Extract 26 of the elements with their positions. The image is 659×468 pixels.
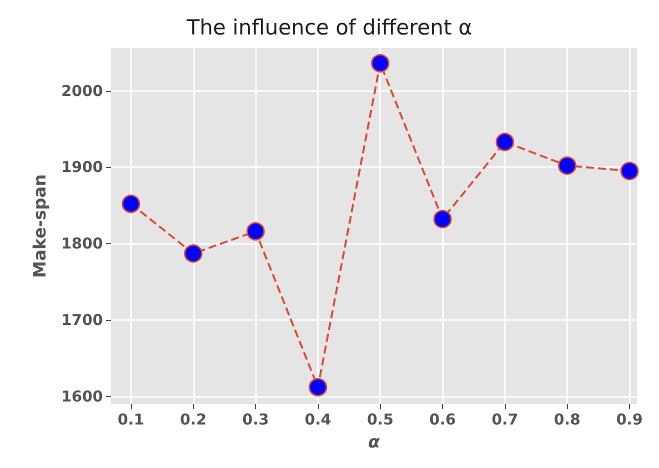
- point: [558, 156, 576, 175]
- chart-title: The influence of different α: [186, 16, 472, 40]
- x-tick-label: 0.1: [118, 410, 144, 428]
- point: [371, 54, 390, 73]
- point: [496, 132, 514, 152]
- x-tick-label: 0.8: [554, 410, 580, 428]
- x-axis-title: α: [368, 432, 380, 452]
- x-tick-label: 0.2: [180, 410, 207, 428]
- point: [184, 244, 203, 263]
- x-tick-label: 0.7: [492, 410, 518, 428]
- y-axis-title: Make-span: [30, 174, 50, 278]
- point: [246, 222, 265, 241]
- x-tick-label: 0.6: [429, 410, 456, 428]
- point: [122, 194, 140, 214]
- x-tick-label: 0.9: [616, 410, 643, 428]
- y-tick-label: 1800: [61, 234, 103, 253]
- point: [308, 378, 328, 396]
- y-tick-label: 1900: [61, 158, 103, 176]
- x-tick-label: 0.5: [366, 410, 394, 428]
- x-tick-label: 0.3: [242, 410, 269, 428]
- y-tick-label: 2000: [61, 82, 103, 100]
- y-tick-label: 1700: [61, 310, 103, 329]
- y-tick-label: 1600: [61, 387, 103, 406]
- point: [433, 210, 452, 228]
- x-tick-label: 0.4: [304, 410, 332, 428]
- point: [620, 162, 639, 180]
